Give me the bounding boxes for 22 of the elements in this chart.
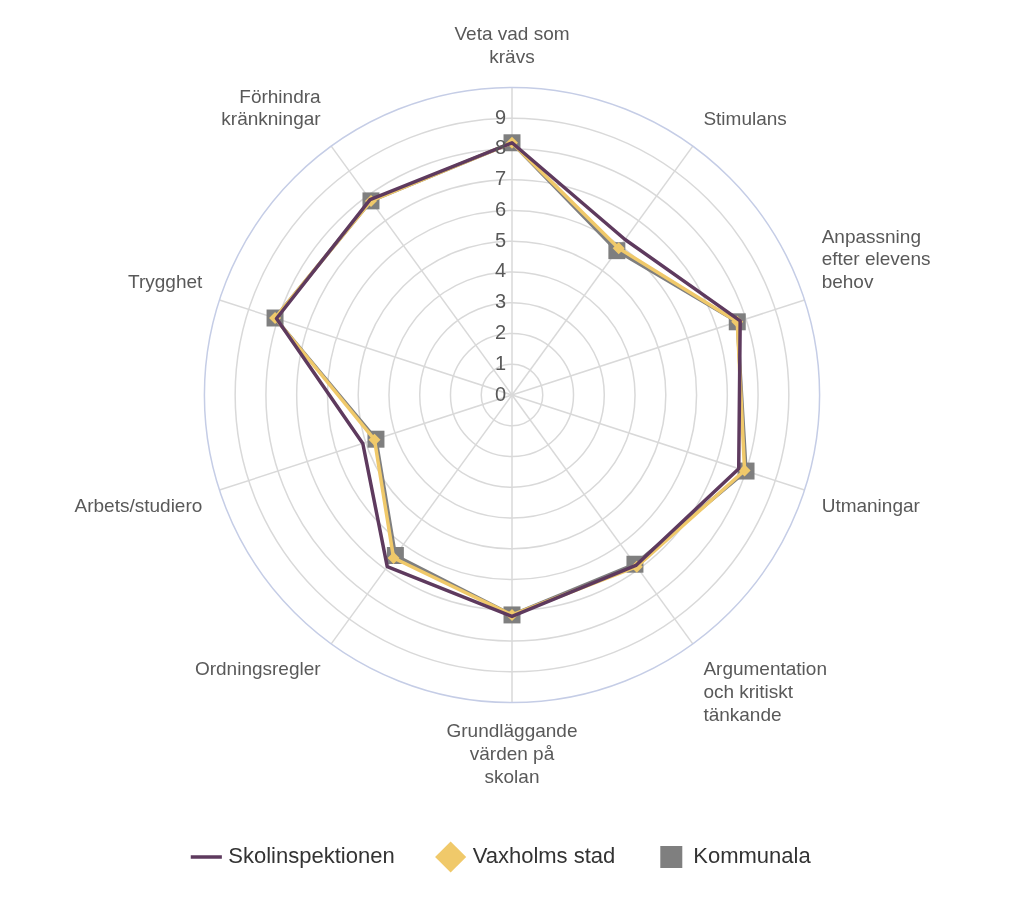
spoke-label: Veta vad som krävs [454,23,570,68]
y-tick-label: 1 [494,351,506,374]
spoke-label: Grundläggande värden på skolan [446,720,578,787]
y-tick-label: 4 [494,259,506,282]
legend-label: Skolinspektionen [228,843,395,869]
y-tick-label: 6 [494,197,506,220]
spoke-label: Argumentation och kritiskt tänkande [703,658,827,725]
spoke-label: Stimulans [703,108,787,130]
spoke-label: Arbets/studiero [74,495,203,517]
y-tick-label: 0 [494,382,506,405]
spoke-label: Trygghet [128,271,204,293]
spoke-label: Anpassning efter elevens behov [821,225,931,293]
spoke-label: Ordningsregler [194,658,322,680]
y-tick-label: 7 [494,167,506,190]
spoke-label: Utmaningar [821,495,921,517]
spoke-label: Förhindra kränkningar [221,85,322,130]
y-tick-label: 2 [494,321,506,343]
legend-label: Vaxholms stad [472,843,616,869]
y-tick-label: 5 [494,228,506,251]
y-tick-label: 3 [494,290,506,313]
y-tick-label: 9 [494,105,506,128]
legend-label: Kommunala [693,843,812,869]
